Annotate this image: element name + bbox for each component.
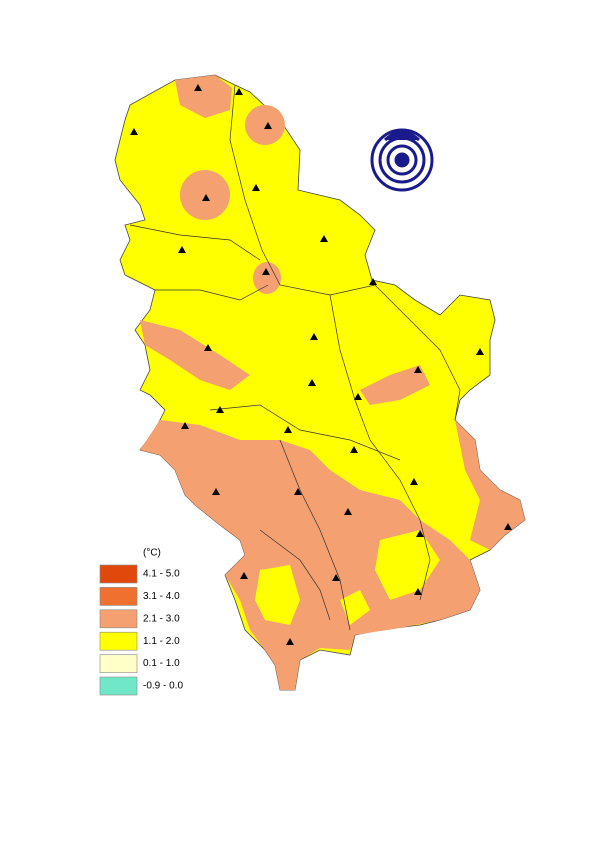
logo bbox=[370, 128, 434, 192]
map bbox=[114, 74, 526, 691]
rivers bbox=[129, 84, 461, 631]
legend-swatch bbox=[99, 564, 138, 584]
legend-swatch bbox=[99, 654, 138, 673]
legend-label: 1.1 - 2.0 bbox=[143, 636, 180, 647]
legend-swatch bbox=[99, 676, 138, 696]
legend-swatch bbox=[99, 609, 138, 629]
legend-title: (°C) bbox=[143, 548, 161, 559]
legend: (°C) 4.1 - 5.0 3.1 - 4.0 2.1 - 3.0 1.1 - 2.… bbox=[99, 548, 183, 696]
legend-swatch bbox=[99, 587, 138, 606]
legend-label: 3.1 - 4.0 bbox=[143, 591, 180, 602]
cool-areas bbox=[255, 530, 440, 625]
legend-label: 2.1 - 3.0 bbox=[143, 613, 180, 624]
legend-label: 0.1 - 1.0 bbox=[143, 658, 180, 669]
legend-label: 4.1 - 5.0 bbox=[143, 569, 180, 580]
legend-label: -0.9 - 0.0 bbox=[143, 681, 183, 692]
warm-areas bbox=[140, 75, 525, 690]
legend-swatch bbox=[99, 631, 138, 651]
